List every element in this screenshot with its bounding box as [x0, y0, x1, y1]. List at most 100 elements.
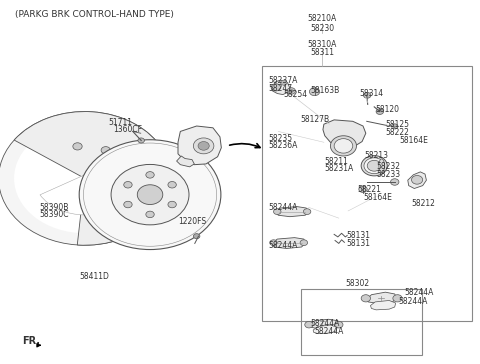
Text: 58127B: 58127B: [300, 115, 329, 124]
Text: 58244A: 58244A: [404, 288, 433, 297]
Circle shape: [376, 109, 384, 114]
Text: 58164E: 58164E: [363, 193, 392, 202]
Text: 58213: 58213: [364, 151, 388, 161]
Polygon shape: [408, 172, 426, 189]
Circle shape: [193, 234, 200, 239]
Circle shape: [334, 139, 353, 153]
Text: 58212: 58212: [411, 199, 435, 208]
Bar: [300, 289, 422, 355]
Circle shape: [287, 88, 296, 94]
Circle shape: [168, 182, 176, 188]
Text: 58244A: 58244A: [268, 241, 297, 250]
Circle shape: [310, 88, 320, 96]
Text: 58210A: 58210A: [308, 14, 337, 23]
Circle shape: [146, 211, 154, 218]
Circle shape: [168, 201, 176, 208]
Circle shape: [359, 186, 367, 193]
Text: 58131: 58131: [346, 231, 370, 240]
Text: 58390B: 58390B: [39, 203, 69, 212]
Text: 58235: 58235: [268, 134, 292, 143]
Text: 58163B: 58163B: [311, 87, 340, 95]
Circle shape: [392, 124, 398, 129]
Text: 58230: 58230: [311, 24, 335, 33]
Polygon shape: [271, 80, 290, 95]
Polygon shape: [273, 238, 305, 249]
Circle shape: [289, 89, 294, 93]
Circle shape: [193, 138, 214, 154]
Circle shape: [303, 209, 311, 214]
Circle shape: [198, 142, 209, 150]
Text: 1360CF: 1360CF: [113, 125, 142, 134]
Circle shape: [270, 240, 277, 246]
Text: 58232: 58232: [376, 162, 400, 171]
Bar: [262, 66, 472, 321]
Text: 58131: 58131: [346, 239, 370, 248]
Text: 58221: 58221: [358, 185, 381, 194]
Circle shape: [280, 80, 287, 85]
Wedge shape: [40, 175, 130, 215]
Text: 58302: 58302: [346, 279, 370, 288]
Text: 58254: 58254: [284, 90, 308, 99]
Text: (PARKG BRK CONTROL-HAND TYPE): (PARKG BRK CONTROL-HAND TYPE): [15, 11, 174, 19]
Polygon shape: [178, 126, 221, 165]
Circle shape: [120, 164, 129, 171]
Circle shape: [361, 295, 371, 302]
Circle shape: [271, 84, 280, 91]
Text: 58231A: 58231A: [325, 164, 354, 173]
Text: 58247: 58247: [268, 84, 292, 92]
Circle shape: [14, 124, 156, 233]
Circle shape: [124, 182, 132, 188]
Circle shape: [305, 321, 313, 328]
Circle shape: [367, 160, 381, 171]
Text: 58310A: 58310A: [308, 40, 337, 49]
Circle shape: [391, 179, 399, 185]
Polygon shape: [367, 292, 397, 304]
Text: 58237A: 58237A: [268, 76, 297, 85]
Circle shape: [146, 171, 154, 178]
Circle shape: [101, 147, 110, 154]
Text: 58120: 58120: [375, 105, 399, 114]
Circle shape: [364, 158, 384, 174]
Text: 58244A: 58244A: [268, 203, 297, 212]
Circle shape: [79, 140, 221, 250]
Circle shape: [124, 201, 132, 208]
Circle shape: [73, 143, 82, 150]
Circle shape: [300, 240, 308, 246]
Polygon shape: [323, 120, 366, 148]
Circle shape: [111, 165, 189, 225]
Circle shape: [330, 136, 357, 156]
Circle shape: [137, 185, 163, 205]
Text: 58311: 58311: [311, 48, 335, 58]
Text: FR.: FR.: [22, 336, 40, 347]
Text: 58164E: 58164E: [399, 136, 428, 145]
Text: 58233: 58233: [376, 170, 400, 179]
Circle shape: [411, 175, 423, 184]
Polygon shape: [177, 156, 194, 167]
Text: 58211: 58211: [325, 157, 348, 166]
Text: 58390C: 58390C: [39, 210, 69, 219]
Polygon shape: [310, 319, 339, 329]
Polygon shape: [313, 325, 337, 334]
Text: 58411D: 58411D: [79, 272, 109, 281]
Circle shape: [117, 191, 126, 198]
Circle shape: [361, 156, 387, 176]
Text: 58244A: 58244A: [310, 319, 339, 328]
Circle shape: [393, 295, 402, 302]
Text: 58236A: 58236A: [268, 141, 297, 150]
Circle shape: [138, 138, 144, 143]
Ellipse shape: [379, 159, 384, 173]
Circle shape: [274, 209, 281, 214]
Text: 58222: 58222: [385, 128, 409, 136]
Text: 51711: 51711: [108, 118, 132, 127]
Text: 58244A: 58244A: [314, 327, 344, 336]
Text: 58125: 58125: [385, 120, 409, 129]
Wedge shape: [14, 111, 171, 245]
Polygon shape: [371, 300, 396, 310]
Circle shape: [0, 111, 171, 245]
Text: 58314: 58314: [360, 89, 384, 98]
Circle shape: [335, 321, 343, 328]
Circle shape: [101, 203, 110, 210]
Circle shape: [363, 92, 371, 98]
Polygon shape: [276, 206, 309, 217]
Text: 1220FS: 1220FS: [178, 217, 206, 226]
